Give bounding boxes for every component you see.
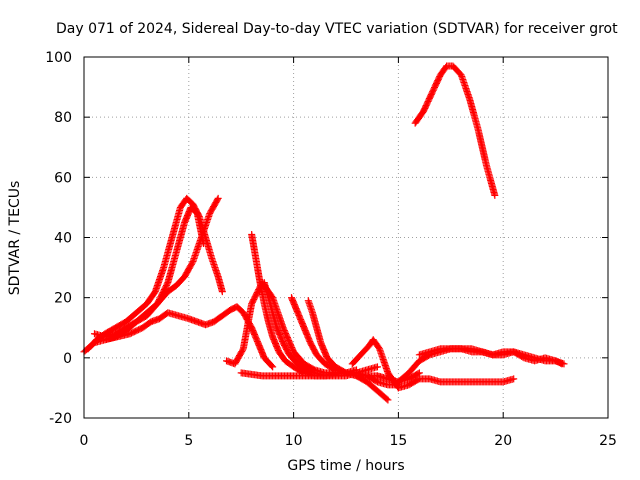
axis-ticks bbox=[83, 56, 609, 419]
y-tick-label: 80 bbox=[54, 110, 72, 126]
x-tick-label: 5 bbox=[184, 433, 193, 449]
x-tick-label: 20 bbox=[494, 433, 512, 449]
series-sat-g bbox=[260, 279, 381, 380]
x-tick-label: 15 bbox=[389, 433, 407, 449]
y-tick-label: 40 bbox=[54, 231, 72, 247]
x-tick-label: 10 bbox=[285, 433, 303, 449]
grid bbox=[84, 57, 608, 418]
x-tick-label: 0 bbox=[80, 433, 89, 449]
x-tick-label: 25 bbox=[599, 433, 617, 449]
data-point bbox=[214, 194, 222, 202]
data-point bbox=[269, 363, 277, 371]
series-sat-o bbox=[411, 62, 499, 199]
data-point bbox=[383, 395, 391, 403]
data-point bbox=[218, 288, 226, 296]
data-marks bbox=[80, 62, 568, 404]
data-point bbox=[491, 191, 499, 199]
series-sat-n bbox=[415, 345, 568, 368]
series-sat-d bbox=[101, 303, 277, 371]
series-sat-l bbox=[394, 375, 518, 392]
x-axis-tick-labels: 0 5 10 15 20 25 bbox=[80, 433, 617, 449]
plot-frame bbox=[83, 56, 609, 419]
series-sat-b bbox=[84, 194, 226, 353]
y-tick-label: 20 bbox=[54, 291, 72, 307]
y-tick-label: -20 bbox=[49, 411, 72, 427]
data-point bbox=[268, 362, 276, 370]
y-axis-tick-labels: -20 0 20 40 60 80 100 bbox=[45, 50, 72, 427]
data-point bbox=[373, 363, 381, 371]
data-point bbox=[414, 370, 422, 378]
x-axis-label: GPS time / hours bbox=[287, 458, 404, 474]
series-sat-c bbox=[90, 203, 207, 341]
y-tick-label: 60 bbox=[54, 170, 72, 186]
y-tick-label: 0 bbox=[63, 351, 72, 367]
data-point bbox=[510, 375, 518, 383]
y-axis-label: SDTVAR / TECUs bbox=[7, 181, 23, 296]
chart-title: Day 071 of 2024, Sidereal Day-to-day VTE… bbox=[56, 21, 618, 37]
y-tick-label: 100 bbox=[45, 50, 72, 66]
data-point bbox=[560, 360, 568, 368]
series-sat-j bbox=[237, 369, 392, 404]
data-point bbox=[384, 396, 392, 404]
data-point bbox=[415, 369, 423, 377]
data-point bbox=[199, 240, 207, 248]
data-point bbox=[213, 196, 221, 204]
